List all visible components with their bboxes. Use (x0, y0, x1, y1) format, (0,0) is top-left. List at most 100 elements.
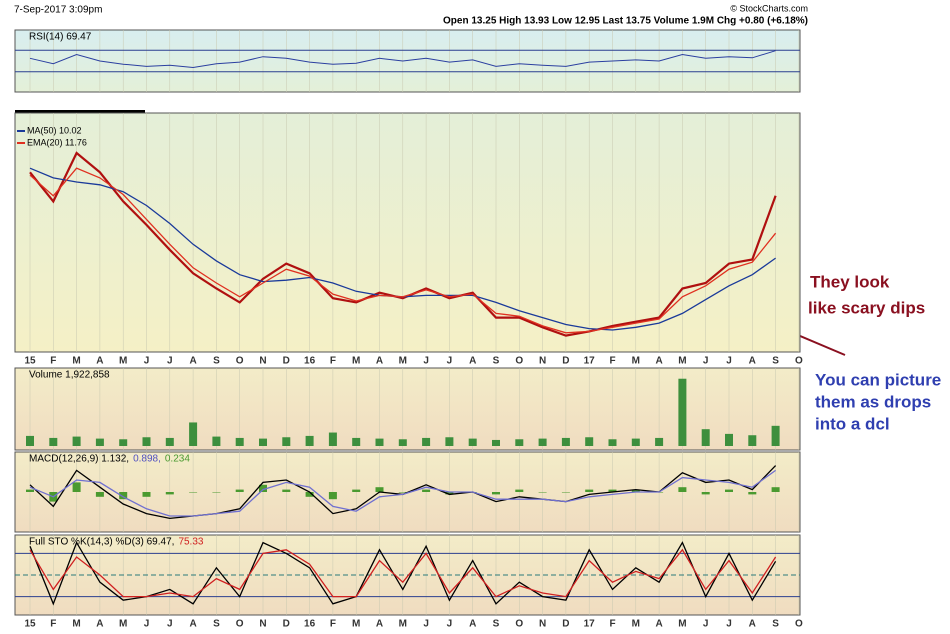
bar (119, 492, 128, 500)
x-tick-label: M (678, 356, 686, 367)
series-line (29, 548, 777, 598)
x-tick-label: A (189, 619, 196, 630)
series-line (29, 541, 777, 606)
bar (142, 492, 151, 497)
bar (95, 492, 104, 497)
x-tick-label: F (330, 356, 336, 367)
bar (165, 492, 174, 495)
bar (771, 425, 780, 446)
panel-title: Volume 1,922,858 (29, 370, 110, 381)
x-tick-label: D (283, 619, 290, 630)
annotation: You can picture (815, 370, 941, 389)
x-tick-label: 16 (304, 356, 316, 367)
series-line (29, 151, 777, 337)
x-tick-label: F (330, 619, 336, 630)
x-tick-label: J (447, 356, 453, 367)
source: © StockCharts.com (730, 3, 808, 13)
x-tick-label: S (213, 356, 220, 367)
bar (305, 492, 314, 497)
bar (375, 487, 384, 492)
x-tick-label: J (144, 619, 150, 630)
panel-title: RSI(14) 69.47 (29, 32, 92, 43)
bar (165, 437, 174, 446)
x-tick-label: N (539, 619, 546, 630)
panel-background (14, 367, 801, 451)
bar (49, 437, 58, 446)
bar (515, 489, 524, 492)
bar (72, 482, 81, 492)
quote: Open 13.25 High 13.93 Low 12.95 Last 13.… (443, 16, 808, 27)
bar (608, 439, 617, 446)
x-tick-label: D (562, 619, 569, 630)
panel-title: 75.33 (178, 537, 203, 548)
x-tick-label: M (678, 619, 686, 630)
bar (445, 437, 454, 446)
x-tick-label: M (399, 619, 407, 630)
bar (631, 438, 640, 446)
x-tick-label: A (655, 356, 662, 367)
x-tick-label: O (795, 356, 803, 367)
annotation: into a dcl (815, 414, 890, 433)
x-tick-label: J (167, 619, 173, 630)
x-tick-label: O (795, 619, 803, 630)
panel-background (14, 112, 801, 353)
bar (235, 489, 244, 492)
bar (142, 437, 151, 446)
x-tick-label: S (493, 356, 500, 367)
x-tick-label: M (352, 356, 360, 367)
x-tick-label: J (144, 356, 150, 367)
bar (259, 484, 267, 492)
panel-title: Full STO %K(14,3) %D(3) 69.47, (29, 537, 174, 548)
x-tick-label: D (283, 356, 290, 367)
x-tick-label: A (96, 619, 103, 630)
x-tick-label: M (352, 619, 360, 630)
bar (328, 492, 337, 500)
x-tick-label: N (259, 619, 266, 630)
x-tick-label: S (772, 619, 779, 630)
x-tick-label: O (515, 356, 523, 367)
x-tick-label: J (423, 356, 429, 367)
bar (538, 438, 547, 446)
x-tick-label: J (423, 619, 429, 630)
bar (375, 438, 384, 446)
panel-title: MACD(12,26,9) 1.132, (29, 454, 129, 465)
x-tick-label: J (447, 619, 453, 630)
bar (771, 487, 780, 492)
bar (561, 492, 570, 493)
bar (701, 429, 710, 446)
bar (678, 378, 687, 446)
panel-background (14, 29, 801, 93)
bar (328, 432, 337, 446)
bar (212, 436, 221, 446)
x-tick-label: A (96, 356, 103, 367)
x-tick-label: J (703, 356, 709, 367)
bar (235, 437, 244, 446)
x-tick-label: F (50, 356, 56, 367)
bar (585, 489, 594, 492)
bar (748, 492, 757, 495)
bar (189, 422, 198, 446)
series-line (29, 469, 776, 517)
bar (725, 433, 733, 446)
x-tick-label: N (539, 356, 546, 367)
x-tick-label: F (50, 619, 56, 630)
bar (352, 437, 361, 446)
x-tick-label: J (726, 356, 732, 367)
annotation: They look (810, 272, 890, 291)
legend-label: MA(50) 10.02 (27, 125, 82, 135)
x-tick-label: A (469, 356, 476, 367)
bar (655, 437, 664, 446)
x-tick-label: N (259, 356, 266, 367)
bar (72, 436, 81, 446)
x-tick-label: A (376, 356, 383, 367)
x-tick-label: A (749, 356, 756, 367)
x-tick-label: O (515, 619, 523, 630)
bar (282, 437, 291, 446)
x-tick-label: M (399, 356, 407, 367)
x-tick-label: 15 (24, 619, 36, 630)
bar (26, 489, 34, 492)
x-tick-label: A (655, 619, 662, 630)
bar (398, 439, 407, 446)
x-tick-label: M (72, 619, 80, 630)
